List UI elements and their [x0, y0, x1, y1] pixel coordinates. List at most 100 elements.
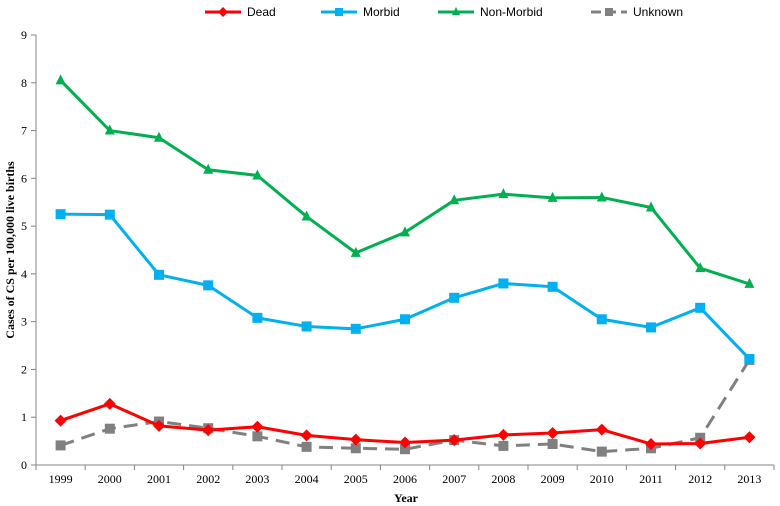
series-morbid — [55, 209, 755, 364]
plot-area — [54, 74, 756, 457]
data-point-unknown — [104, 423, 115, 434]
axes: 0 1 2 3 4 5 6 7 8 9 1999 2000 2001 2002 2003 2004 2005 20… — [21, 28, 775, 486]
x-tick-label: 2008 — [491, 472, 515, 486]
data-point-unknown — [252, 431, 263, 442]
y-tick-label: 5 — [21, 219, 27, 233]
data-point-non-morbid — [154, 131, 164, 142]
x-tick-label: 2007 — [442, 472, 466, 486]
data-point-unknown — [301, 441, 312, 452]
y-tick-label: 0 — [21, 458, 27, 472]
data-point-dead — [202, 424, 215, 437]
x-tick-label: 2011 — [639, 472, 663, 486]
data-point-non-morbid — [547, 191, 558, 202]
legend-item-dead: Dead — [205, 5, 276, 19]
legend-marker-morbid — [335, 8, 343, 16]
data-point-dead — [399, 436, 411, 449]
data-point-non-morbid — [104, 124, 115, 135]
data-point-morbid — [350, 323, 361, 334]
data-point-non-morbid — [596, 191, 607, 202]
data-point-morbid — [646, 322, 656, 333]
data-point-morbid — [596, 314, 607, 325]
data-point-morbid — [301, 321, 312, 332]
y-tick-label: 6 — [21, 171, 27, 185]
data-point-dead — [153, 419, 165, 432]
y-tick-label: 8 — [21, 76, 27, 90]
series-line-non-morbid — [59, 79, 750, 286]
data-point-morbid — [55, 209, 66, 220]
legend-item-non-morbid: Non-Morbid — [438, 5, 543, 19]
x-tick-label: 2013 — [737, 472, 761, 486]
data-point-morbid — [498, 278, 509, 289]
legend-label-morbid: Morbid — [363, 5, 400, 19]
data-point-unknown — [596, 446, 607, 457]
x-axis-title: Year — [394, 491, 419, 505]
data-point-unknown — [350, 443, 361, 454]
legend-marker-non-morbid — [452, 7, 460, 15]
data-point-non-morbid — [301, 210, 312, 221]
x-tick-label: 2002 — [196, 472, 220, 486]
data-point-unknown — [55, 440, 66, 451]
data-point-morbid — [400, 314, 410, 325]
data-point-non-morbid — [252, 169, 263, 180]
data-point-unknown — [400, 444, 410, 455]
data-point-dead — [300, 429, 313, 442]
data-point-non-morbid — [744, 277, 755, 288]
series-dead — [54, 397, 756, 450]
data-point-non-morbid — [498, 188, 509, 199]
data-point-unknown — [547, 438, 558, 449]
data-point-non-morbid — [350, 246, 361, 257]
x-tick-label: 1999 — [49, 472, 73, 486]
data-point-morbid — [154, 269, 164, 280]
x-tick-label: 2005 — [344, 472, 368, 486]
data-point-morbid — [203, 280, 214, 291]
data-point-dead — [743, 431, 756, 444]
x-tick-label: 2009 — [541, 472, 565, 486]
legend-label-dead: Dead — [247, 5, 276, 19]
x-tick-label: 2004 — [295, 472, 319, 486]
legend-item-unknown: Unknown — [591, 5, 683, 19]
y-tick-label: 9 — [21, 28, 27, 42]
data-point-dead — [251, 420, 264, 433]
data-point-unknown — [498, 440, 509, 451]
x-tick-label: 2012 — [688, 472, 712, 486]
y-tick-label: 7 — [21, 124, 27, 138]
y-axis-title: Cases of CS per 100,000 live births — [3, 161, 17, 339]
series-non-morbid — [55, 74, 755, 288]
y-tick-label: 1 — [21, 410, 27, 424]
x-tick-label: 2003 — [245, 472, 269, 486]
x-tick-label: 2010 — [590, 472, 614, 486]
y-tick-label: 3 — [21, 315, 27, 329]
data-point-morbid — [252, 312, 263, 323]
data-point-non-morbid — [449, 194, 460, 205]
x-tick-label: 2001 — [147, 472, 171, 486]
data-point-dead — [694, 437, 707, 450]
legend-marker-unknown — [605, 8, 613, 16]
data-point-morbid — [449, 292, 460, 303]
data-point-non-morbid — [646, 201, 656, 212]
data-point-dead — [54, 414, 67, 427]
data-point-non-morbid — [203, 163, 214, 174]
legend-label-unknown: Unknown — [633, 5, 683, 19]
data-point-non-morbid — [695, 262, 706, 273]
data-point-morbid — [547, 281, 558, 292]
data-point-morbid — [695, 302, 706, 313]
data-point-dead — [595, 423, 608, 436]
data-point-non-morbid — [400, 226, 410, 237]
data-point-morbid — [104, 209, 115, 220]
legend: Dead Morbid Non-Morbid Unknown — [205, 5, 683, 19]
legend-item-morbid: Morbid — [321, 5, 400, 19]
legend-marker-dead — [218, 7, 228, 17]
data-point-dead — [448, 434, 461, 447]
data-point-morbid — [744, 353, 755, 364]
data-point-dead — [497, 428, 510, 441]
series-line-unknown — [60, 359, 751, 454]
data-point-dead — [349, 433, 362, 446]
data-point-dead — [103, 397, 116, 410]
y-tick-label: 2 — [21, 362, 27, 376]
legend-label-non-morbid: Non-Morbid — [480, 5, 543, 19]
y-tick-label: 4 — [21, 267, 27, 281]
data-point-dead — [546, 426, 559, 439]
x-tick-label: 2006 — [393, 472, 417, 486]
x-tick-label: 2000 — [98, 472, 122, 486]
